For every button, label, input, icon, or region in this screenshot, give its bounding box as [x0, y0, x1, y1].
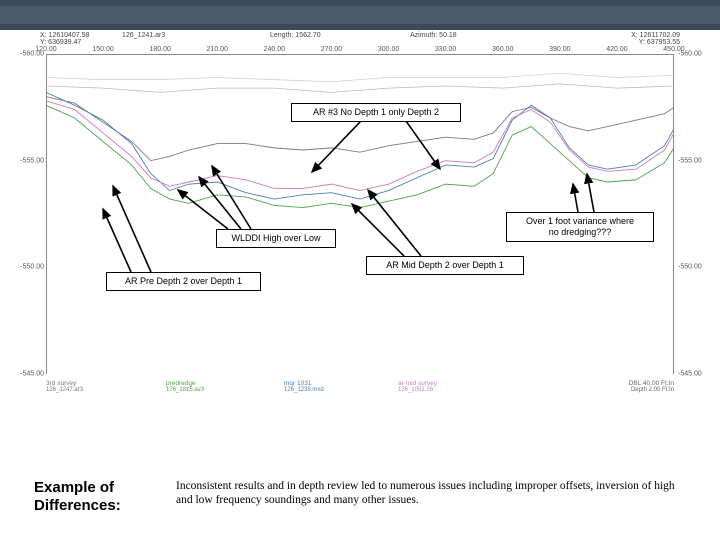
- legend-item: predredge176_1815.av3: [166, 380, 204, 393]
- header-left-y: Y: 636939.47: [40, 39, 81, 46]
- annotation-arrow: [212, 166, 251, 229]
- y-tick: -550.00: [678, 264, 714, 271]
- y-tick: -560.00: [678, 51, 714, 58]
- chart-legend: DBL 40.00 Ft:In Depth 2.00 Ft:In 3rd sur…: [46, 380, 674, 416]
- y-tick: -555.00: [8, 157, 44, 164]
- header-azimuth: Azimuth: 50.18: [410, 32, 457, 39]
- x-tick: 150.00: [92, 46, 113, 53]
- annotation-arrow: [406, 121, 440, 169]
- x-tick: 270.00: [321, 46, 342, 53]
- header-length: Length: 1562.70: [270, 32, 321, 39]
- x-tick: 180.00: [149, 46, 170, 53]
- header-filename: 126_1241.ar3: [122, 32, 165, 39]
- series-upper1: [46, 84, 674, 93]
- annotation-box: AR Mid Depth 2 over Depth 1: [366, 256, 524, 275]
- header-right-y: Y: 637953.55: [639, 39, 680, 46]
- y-tick: -555.00: [678, 157, 714, 164]
- y-axis-left: -560.00-555.00-550.00-545.00: [8, 54, 44, 374]
- annotation-arrow: [352, 204, 404, 256]
- x-tick: 390.00: [549, 46, 570, 53]
- caption-body: Inconsistent results and in depth review…: [176, 479, 686, 508]
- chart-container: X: 12610407.58 Y: 636939.47 126_1241.ar3…: [0, 32, 720, 422]
- slide-topbar-accent: [0, 6, 720, 24]
- annotation-arrow: [573, 184, 578, 212]
- x-tick: 420.00: [606, 46, 627, 53]
- y-tick: -545.00: [8, 371, 44, 378]
- caption-title: Example of Differences:: [34, 479, 154, 517]
- header-left-x: X: 12610407.58: [40, 32, 89, 39]
- x-tick: 210.00: [207, 46, 228, 53]
- y-tick: -560.00: [8, 51, 44, 58]
- y-tick: -545.00: [678, 371, 714, 378]
- caption-row: Example of Differences: Inconsistent res…: [34, 479, 686, 517]
- legend-item: ar mid survey126_1051.26: [398, 380, 437, 393]
- y-tick: -550.00: [8, 264, 44, 271]
- annotation-box: AR Pre Depth 2 over Depth 1: [106, 272, 261, 291]
- legend-depth: Depth 2.00 Ft:In: [629, 387, 674, 393]
- y-axis-right: -560.00-555.00-550.00-545.00: [678, 54, 714, 374]
- annotation-box: AR #3 No Depth 1 only Depth 2: [291, 103, 461, 122]
- header-right-x: X: 12611702.09: [631, 32, 680, 39]
- x-tick: 300.00: [378, 46, 399, 53]
- annotation-arrow: [178, 190, 228, 229]
- legend-item: 3rd survey126_1247.ar3: [46, 380, 83, 393]
- annotation-box: Over 1 foot variance where no dredging??…: [506, 212, 654, 242]
- annotation-arrow: [587, 174, 594, 212]
- x-tick: 240.00: [264, 46, 285, 53]
- annotation-arrow: [312, 121, 361, 172]
- x-tick: 360.00: [492, 46, 513, 53]
- x-tick: 330.00: [435, 46, 456, 53]
- annotation-box: WLDDI High over Low: [216, 229, 336, 248]
- legend-item: mqr 1031126_1239.mxd: [284, 380, 324, 393]
- series-upper2: [46, 73, 674, 82]
- legend-dbl: DBL 40.00 Ft:In: [629, 380, 674, 387]
- annotation-arrow: [113, 186, 151, 272]
